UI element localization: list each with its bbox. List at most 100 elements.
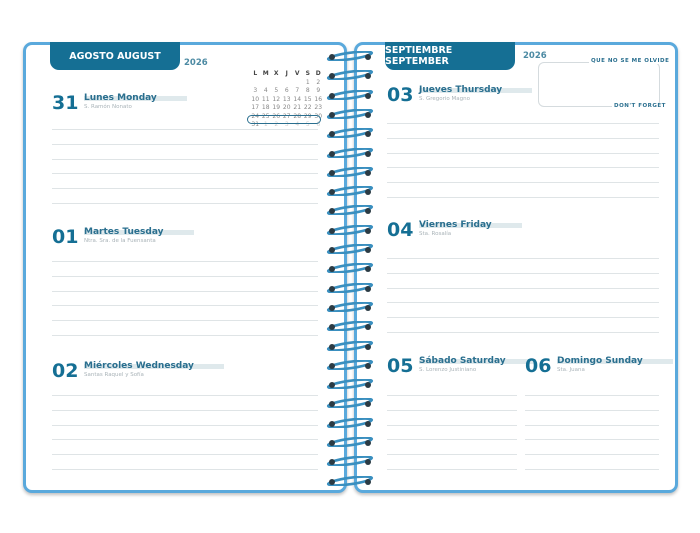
- writing-line[interactable]: [52, 173, 318, 175]
- writing-line[interactable]: [525, 424, 659, 426]
- writing-line[interactable]: [387, 272, 659, 274]
- writing-line[interactable]: [387, 152, 659, 154]
- writing-line[interactable]: [387, 469, 517, 470]
- spiral-ring: [324, 336, 376, 352]
- writing-line[interactable]: [387, 167, 659, 169]
- calendar-day: 8: [305, 87, 310, 94]
- month-tab: SEPTIEMBRE SEPTEMBER: [385, 42, 515, 70]
- calendar-day: 29: [303, 112, 312, 120]
- left-page-august: AGOSTO AUGUST 2026 L M X J V S D 1 2 3 4 5 6 7 8 9 10 11 1…: [23, 42, 347, 493]
- calendar-header: D: [315, 70, 321, 77]
- writing-line[interactable]: [525, 454, 659, 456]
- calendar-day: 10: [251, 95, 260, 103]
- calendar-day: 17: [251, 104, 260, 111]
- calendar-day: 31: [251, 121, 260, 128]
- spiral-ring: [324, 104, 376, 120]
- writing-line[interactable]: [52, 395, 318, 396]
- calendar-day: 9: [316, 87, 321, 94]
- spiral-ring: [324, 413, 376, 429]
- calendar-day: 5: [274, 87, 279, 94]
- day-number: 05: [387, 355, 414, 377]
- writing-line[interactable]: [52, 203, 318, 204]
- writing-line[interactable]: [52, 158, 318, 160]
- day-name: Jueves Thursday: [419, 85, 533, 95]
- writing-line[interactable]: [387, 182, 659, 184]
- writing-line[interactable]: [387, 454, 517, 456]
- mini-calendar: L M X J V S D 1 2 3 4 5 6 7 8 9 10 11 12 13 14 15 16 17 18 19 20 21…: [250, 70, 324, 128]
- day-number: 01: [52, 226, 79, 248]
- calendar-day: 12: [272, 95, 281, 103]
- writing-line[interactable]: [387, 287, 659, 289]
- writing-line[interactable]: [387, 137, 659, 139]
- writing-line[interactable]: [525, 469, 659, 470]
- day-entry: 03 Jueves Thursday S. Gregorio Magno: [387, 84, 533, 106]
- spiral-ring: [324, 297, 376, 313]
- memo-box[interactable]: [538, 62, 660, 107]
- memo-title: QUE NO SE ME OLVIDE: [589, 58, 672, 64]
- writing-line[interactable]: [52, 409, 318, 411]
- calendar-day: [271, 79, 282, 86]
- calendar-day: 7: [295, 87, 300, 94]
- right-page-september: SEPTIEMBRE SEPTEMBER 2026 QUE NO SE ME O…: [354, 42, 678, 493]
- spiral-ring: [324, 451, 376, 468]
- calendar-day: 15: [303, 95, 312, 103]
- day-name: Miércoles Wednesday: [84, 361, 224, 371]
- writing-line[interactable]: [52, 275, 318, 277]
- day-entry: 06 Domingo Sunday Sta. Juana: [525, 356, 673, 376]
- writing-line[interactable]: [387, 332, 659, 333]
- calendar-header: L: [253, 70, 258, 77]
- calendar-day: 24: [251, 112, 260, 120]
- writing-line[interactable]: [387, 258, 659, 259]
- writing-line[interactable]: [387, 409, 517, 411]
- calendar-day: 26: [272, 112, 281, 120]
- calendar-day: 6: [316, 121, 321, 128]
- day-entry: 01 Martes Tuesday Ntra. Sra. de la Fuensan…: [52, 227, 194, 247]
- writing-line[interactable]: [525, 395, 659, 396]
- writing-line[interactable]: [52, 469, 318, 470]
- calendar-header: X: [273, 70, 279, 77]
- writing-line[interactable]: [52, 290, 318, 292]
- calendar-header: V: [294, 70, 300, 77]
- writing-line[interactable]: [52, 261, 318, 262]
- calendar-day: 1: [263, 121, 268, 128]
- calendar-day: 13: [282, 95, 291, 103]
- day-name: Sábado Saturday: [419, 356, 536, 366]
- writing-line[interactable]: [387, 302, 659, 304]
- writing-line[interactable]: [52, 454, 318, 456]
- day-number: 03: [387, 84, 414, 106]
- calendar-day: 2: [316, 78, 321, 86]
- day-entry: 05 Sábado Saturday S. Lorenzo Justiniano: [387, 356, 536, 376]
- calendar-day: 11: [261, 95, 270, 103]
- writing-line[interactable]: [52, 305, 318, 307]
- spiral-ring: [324, 85, 376, 101]
- writing-line[interactable]: [387, 197, 659, 198]
- spiral-ring: [324, 471, 376, 487]
- calendar-day: 21: [293, 104, 302, 111]
- writing-line[interactable]: [52, 424, 318, 426]
- calendar-day: 22: [303, 104, 312, 111]
- writing-line[interactable]: [525, 409, 659, 411]
- spiral-ring: [324, 200, 376, 217]
- calendar-day: 1: [305, 78, 310, 86]
- writing-line[interactable]: [52, 188, 318, 190]
- writing-line[interactable]: [387, 317, 659, 319]
- day-name: Domingo Sunday: [557, 356, 673, 366]
- writing-line[interactable]: [525, 439, 659, 441]
- writing-line[interactable]: [52, 320, 318, 322]
- current-week-highlight: [247, 115, 321, 124]
- writing-line[interactable]: [387, 439, 517, 441]
- calendar-header: S: [305, 70, 310, 77]
- spiral-ring: [324, 432, 376, 448]
- writing-line[interactable]: [387, 424, 517, 426]
- writing-line[interactable]: [52, 439, 318, 441]
- year-label: 2026: [523, 51, 547, 61]
- calendar-day: [292, 79, 303, 86]
- writing-line[interactable]: [52, 129, 318, 130]
- calendar-day: 27: [282, 112, 291, 120]
- writing-line[interactable]: [387, 395, 517, 396]
- spiral-ring: [324, 181, 376, 197]
- spiral-ring: [324, 123, 376, 139]
- writing-line[interactable]: [52, 143, 318, 145]
- writing-line[interactable]: [52, 335, 318, 336]
- writing-line[interactable]: [387, 123, 659, 124]
